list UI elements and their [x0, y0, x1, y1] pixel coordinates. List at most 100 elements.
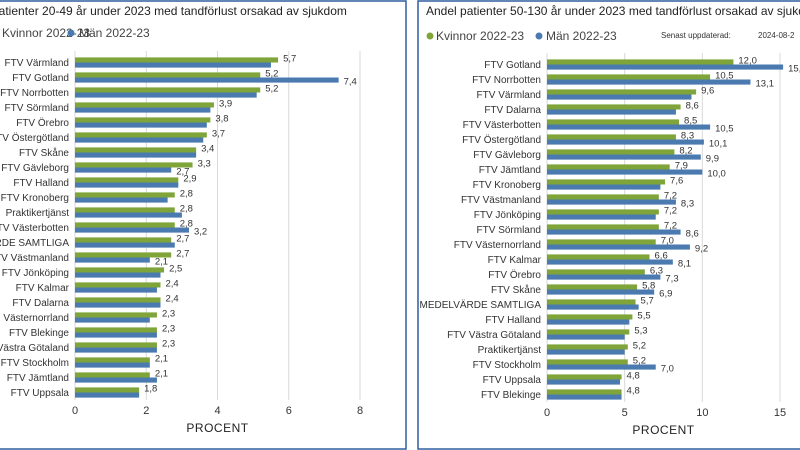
- right-category-label: FTV Gotland: [484, 60, 541, 71]
- left-data-label-kvinnor: 2,3: [162, 339, 175, 350]
- left-category-label: FTV Värmland: [5, 58, 69, 69]
- right-bar-man: [547, 364, 656, 370]
- left-bar-kvinnor: [75, 387, 140, 393]
- left-data-label-man: 3,2: [194, 227, 207, 238]
- left-bar-kvinnor: [75, 237, 172, 243]
- left-category-label: Praktikertjänst: [6, 208, 70, 219]
- left-data-label-kvinnor: 3,8: [215, 114, 228, 125]
- right-bar-man: [547, 274, 661, 280]
- right-bar-man: [547, 154, 701, 160]
- left-bar-man: [75, 227, 189, 233]
- right-category-label: MEDELVÄRDE SAMTLIGA: [419, 299, 541, 311]
- right-data-label-kvinnor: 8,5: [684, 116, 697, 127]
- right-data-label-kvinnor: 8,2: [679, 146, 692, 157]
- right-data-label-kvinnor: 8,3: [681, 131, 694, 142]
- left-bar-kvinnor: [75, 117, 211, 123]
- right-data-label-man: 7,3: [665, 274, 678, 285]
- right-bar-kvinnor: [547, 89, 697, 95]
- left-category-label: FTV Gotland: [12, 73, 69, 84]
- left-bar-kvinnor: [75, 132, 207, 138]
- left-category-label: VÄRDE SAMTLIGA: [0, 237, 69, 249]
- right-bar-kvinnor: [547, 374, 622, 380]
- right-data-label-kvinnor: 8,6: [686, 101, 699, 112]
- right-data-label-kvinnor: 7,2: [664, 206, 677, 217]
- left-bar-man: [75, 317, 150, 323]
- left-data-label-kvinnor: 3,7: [212, 129, 225, 140]
- left-bar-man: [75, 122, 207, 128]
- right-data-label-man: 8,3: [681, 199, 694, 210]
- left-bar-man: [75, 137, 204, 143]
- left-category-label: FTV Västmanland: [0, 253, 69, 264]
- right-data-label-man: 9,2: [695, 244, 708, 255]
- left-category-label: FTV Blekinge: [9, 328, 69, 339]
- left-bar-kvinnor: [75, 72, 261, 78]
- right-bar-kvinnor: [547, 194, 659, 200]
- left-legend-kvinnor-label: Kvinnor 2022-23: [2, 26, 90, 40]
- right-data-label-man: 7,0: [661, 364, 674, 375]
- left-x-tick-label: 2: [143, 405, 149, 417]
- left-bar-man: [75, 392, 140, 398]
- left-bar-kvinnor: [75, 87, 261, 93]
- left-category-label: FTV Jönköping: [2, 268, 69, 279]
- right-bar-man: [547, 319, 630, 325]
- right-category-label: FTV Kronoberg: [473, 180, 541, 191]
- right-data-label-kvinnor: 5,2: [633, 356, 646, 367]
- left-category-label: FTV Kalmar: [16, 283, 70, 294]
- right-data-label-man: 15,2: [788, 64, 800, 75]
- left-data-label-kvinnor: 2,3: [162, 324, 175, 335]
- left-bar-man: [75, 377, 157, 383]
- left-data-label-kvinnor: 2,8: [180, 219, 193, 230]
- left-bar-kvinnor: [75, 342, 157, 348]
- left-data-label-man: 7,4: [344, 77, 357, 88]
- right-bar-man: [547, 229, 681, 235]
- right-category-label: FTV Värmland: [477, 90, 541, 101]
- right-bar-kvinnor: [547, 119, 680, 125]
- right-data-label-kvinnor: 4,8: [627, 386, 640, 397]
- left-bar-kvinnor: [75, 222, 175, 228]
- right-x-tick-label: 5: [622, 407, 628, 419]
- right-bar-man: [547, 349, 625, 355]
- right-bar-kvinnor: [547, 74, 711, 80]
- right-data-label-man: 8,6: [686, 229, 699, 240]
- left-data-label-kvinnor: 2,1: [155, 369, 168, 380]
- left-category-label: FTV Västerbotten: [0, 223, 69, 234]
- left-panel-frame: [0, 0, 407, 450]
- left-legend-man-marker: [67, 29, 75, 37]
- right-bar-kvinnor: [547, 359, 628, 365]
- right-bar-man: [547, 334, 625, 340]
- right-x-tick-label: 0: [544, 407, 550, 419]
- left-x-tick-label: 0: [72, 405, 78, 417]
- right-data-label-man: 13,1: [755, 79, 774, 90]
- left-category-label: FTV Östergötland: [0, 132, 69, 144]
- left-bar-man: [75, 362, 150, 368]
- left-bar-kvinnor: [75, 177, 179, 183]
- left-bar-kvinnor: [75, 252, 172, 258]
- left-data-label-kvinnor: 5,2: [265, 84, 278, 95]
- left-bar-man: [75, 182, 179, 188]
- right-bar-kvinnor: [547, 239, 656, 245]
- left-bar-kvinnor: [75, 327, 157, 333]
- right-bar-chart: 0 5 10 15 PROCENT FTV Gotland 12,0 15,2 FTV Norr…: [419, 53, 800, 437]
- left-data-label-kvinnor: 3,3: [198, 159, 211, 170]
- right-category-label: FTV Jämtland: [479, 165, 541, 176]
- left-data-label-kvinnor: 2,7: [176, 249, 189, 260]
- left-chart-title: patienter 20-49 år under 2023 med tandfö…: [0, 4, 347, 18]
- right-legend-kvinnor-marker: [426, 32, 434, 40]
- right-bar-kvinnor: [547, 134, 676, 140]
- right-category-label: FTV Blekinge: [481, 390, 541, 401]
- left-category-label: FTV Uppsala: [11, 388, 70, 399]
- right-category-label: FTV Örebro: [488, 269, 541, 281]
- right-bar-kvinnor: [547, 284, 638, 290]
- right-bar-kvinnor: [547, 179, 666, 185]
- right-legend-man-label: Män 2022-23: [546, 29, 617, 43]
- right-data-label-man: 10,1: [709, 139, 728, 150]
- right-data-label-man: 10,5: [715, 124, 734, 135]
- right-bar-man: [547, 244, 690, 250]
- left-legend: Kvinnor 2022-23 Män 2022-23: [2, 26, 150, 40]
- left-data-label-kvinnor: 3,9: [219, 99, 232, 110]
- left-category-label: FTV Stockholm: [1, 358, 69, 369]
- left-bar-kvinnor: [75, 357, 150, 363]
- right-bar-man: [547, 79, 751, 85]
- left-category-label: FTV Örebro: [16, 117, 69, 129]
